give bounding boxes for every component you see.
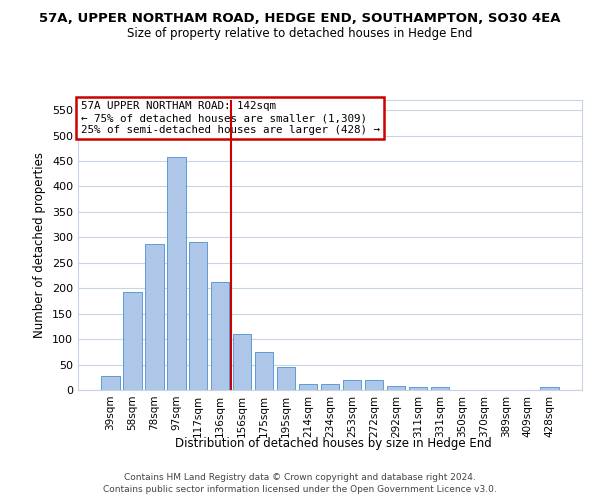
Text: Contains public sector information licensed under the Open Government Licence v3: Contains public sector information licen…: [103, 485, 497, 494]
Text: Size of property relative to detached houses in Hedge End: Size of property relative to detached ho…: [127, 28, 473, 40]
Bar: [409, 388, 427, 390]
Bar: [541, 388, 559, 390]
Text: Contains HM Land Registry data © Crown copyright and database right 2024.: Contains HM Land Registry data © Crown c…: [124, 472, 476, 482]
Bar: [101, 376, 119, 390]
Bar: [277, 366, 295, 390]
Y-axis label: Number of detached properties: Number of detached properties: [34, 152, 46, 338]
Bar: [255, 352, 274, 390]
Bar: [299, 384, 317, 390]
Bar: [189, 242, 208, 390]
Bar: [145, 244, 164, 390]
Text: Distribution of detached houses by size in Hedge End: Distribution of detached houses by size …: [175, 438, 491, 450]
Text: 57A, UPPER NORTHAM ROAD, HEDGE END, SOUTHAMPTON, SO30 4EA: 57A, UPPER NORTHAM ROAD, HEDGE END, SOUT…: [39, 12, 561, 26]
Bar: [211, 282, 229, 390]
Bar: [320, 384, 340, 390]
Text: 57A UPPER NORTHAM ROAD: 142sqm
← 75% of detached houses are smaller (1,309)
25% : 57A UPPER NORTHAM ROAD: 142sqm ← 75% of …: [80, 102, 380, 134]
Bar: [167, 157, 185, 390]
Bar: [365, 380, 383, 390]
Bar: [431, 388, 449, 390]
Bar: [233, 334, 251, 390]
Bar: [123, 292, 142, 390]
Bar: [343, 380, 361, 390]
Bar: [386, 386, 405, 390]
